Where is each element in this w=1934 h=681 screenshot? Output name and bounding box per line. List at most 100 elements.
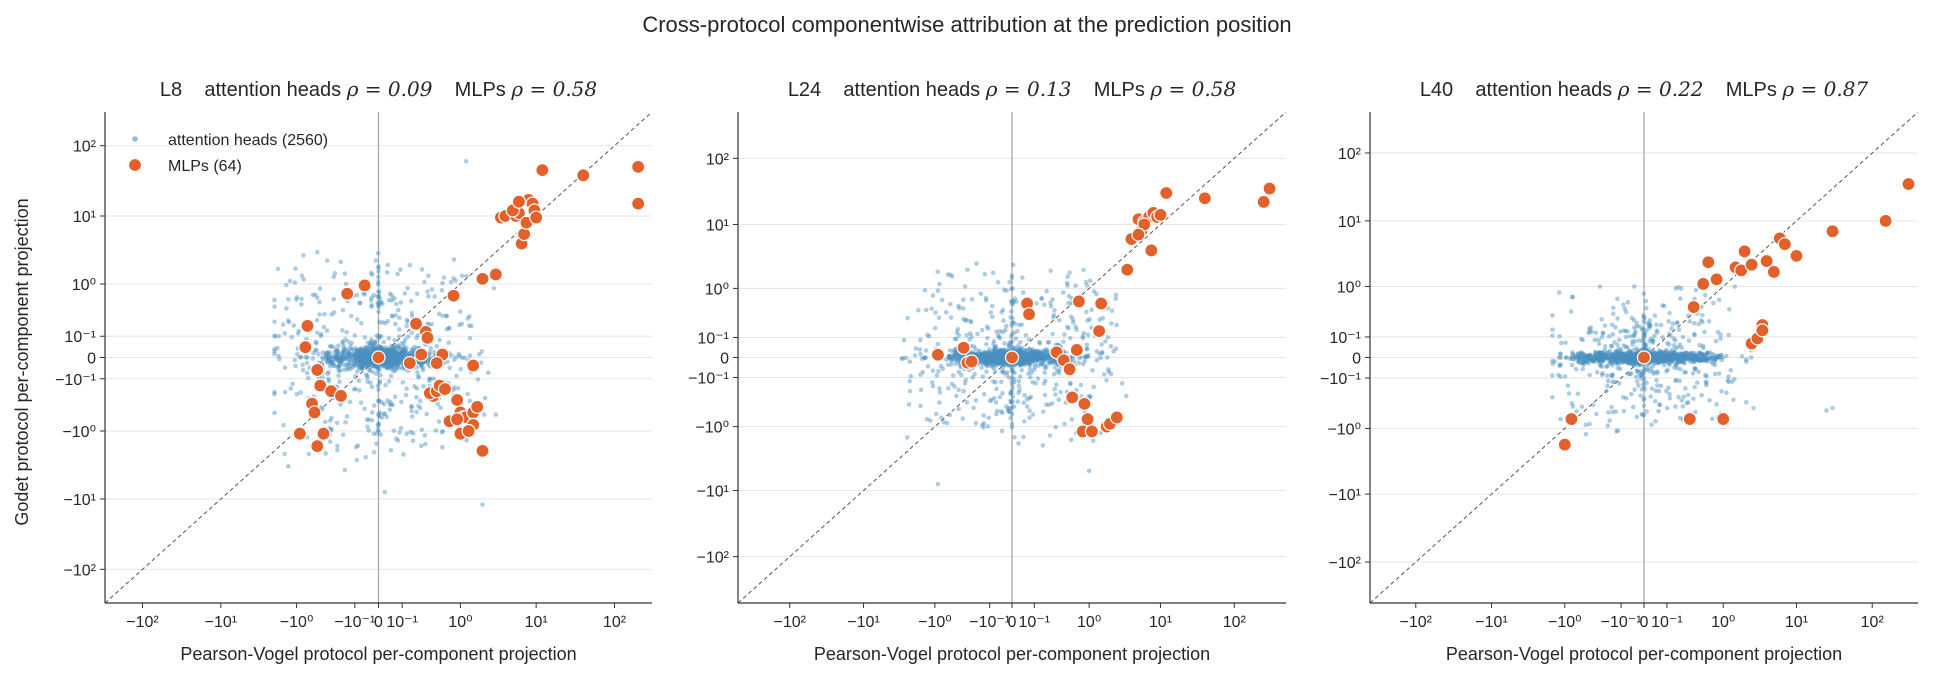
attention-head-point [386,359,392,365]
x-tick-label: 0 [1008,614,1017,631]
attention-head-point [984,353,990,359]
attention-head-point [1689,350,1694,356]
attention-head-point [1609,353,1615,359]
attention-head-point [1642,363,1647,369]
attention-head-point [905,315,910,321]
x-tick-label: −10¹ [1475,614,1507,631]
attention-head-point [1027,356,1033,362]
attention-head-point [366,351,371,357]
attention-head-point [996,352,1002,357]
attention-head-point [360,358,366,364]
mlp-point [1716,411,1731,427]
mlp-point [631,159,646,174]
attention-head-point [327,344,333,349]
attention-head-point [1716,371,1722,376]
attention-head-point [962,284,968,289]
attention-head-point [367,362,373,368]
attention-head-point [1003,328,1008,333]
attention-head-point [360,364,365,369]
attention-head-point [346,360,352,365]
attention-head-point [367,354,372,359]
attention-head-point [990,361,995,366]
attention-head-point [391,345,396,350]
attention-head-point [326,356,331,361]
attention-head-point [1700,343,1706,349]
attention-head-point [354,356,360,361]
attention-head-point [1018,349,1024,355]
attention-head-point [400,354,406,359]
attention-head-point [1661,357,1666,362]
attention-head-point [347,352,353,357]
attention-head-point [1697,350,1703,356]
attention-head-point [967,331,973,336]
attention-head-point [1670,321,1676,327]
attention-head-point [360,358,365,364]
attention-head-point [388,353,393,359]
attention-head-point [1000,359,1005,365]
attention-head-point [1022,393,1027,398]
attention-head-point [1601,350,1607,356]
attention-head-point [996,357,1002,362]
attention-head-point [1719,388,1724,394]
attention-head-point [1679,358,1685,364]
attention-head-point [996,359,1002,365]
attention-head-point [1599,350,1604,355]
attention-head-point [1627,357,1632,363]
attention-head-point [1596,356,1601,362]
attention-head-point [1087,317,1093,322]
attention-head-point [1040,443,1046,448]
attention-head-point [426,273,431,279]
attention-head-point [355,349,361,354]
attention-head-point [1714,355,1719,360]
attention-head-point [935,288,941,293]
attention-head-point [328,355,334,360]
attention-head-point [368,270,374,276]
attention-head-point [935,481,941,487]
mlp-point [1021,307,1037,322]
attention-head-point [994,362,999,367]
attention-head-point [983,297,989,303]
attention-head-point [1650,358,1656,363]
attention-head-point [1595,356,1601,362]
attention-head-point [1021,357,1026,362]
attention-head-point [1617,329,1623,334]
attention-head-point [1557,363,1563,369]
attention-head-point [977,352,983,358]
attention-head-point [991,341,996,347]
attention-head-point [1724,390,1729,395]
attention-head-point [389,350,395,355]
attention-head-point [340,307,346,313]
attention-head-point [350,347,355,352]
attention-head-point [400,352,406,358]
attention-head-point [1550,394,1555,400]
attention-head-point [351,363,357,368]
attention-head-point [1579,354,1584,359]
attention-head-point [1017,387,1022,393]
attention-head-point [421,384,426,389]
attention-head-point [1034,355,1040,361]
mlp-point [414,347,429,362]
attention-head-point [1610,359,1616,365]
attention-head-point [1047,359,1052,364]
attention-head-point [1710,300,1716,306]
attention-head-point [299,302,304,307]
attention-head-point [396,352,402,358]
attention-head-point [345,350,350,356]
attention-head-point [322,419,328,425]
attention-head-point [324,358,330,364]
attention-head-point [1016,346,1022,351]
attention-head-point [1008,415,1013,421]
attention-head-point [435,401,441,407]
attention-head-point [999,309,1004,315]
attention-head-point [1052,307,1057,313]
attention-head-point [1619,353,1625,359]
attention-head-point [346,350,351,356]
attention-head-point [1620,358,1626,363]
attention-head-point [1623,328,1629,334]
attention-head-point [1610,352,1615,358]
attention-head-point [377,319,382,325]
attention-head-point [1029,353,1035,358]
attention-head-point [952,384,957,389]
attention-head-point [1665,354,1671,360]
attention-head-point [1654,355,1660,360]
